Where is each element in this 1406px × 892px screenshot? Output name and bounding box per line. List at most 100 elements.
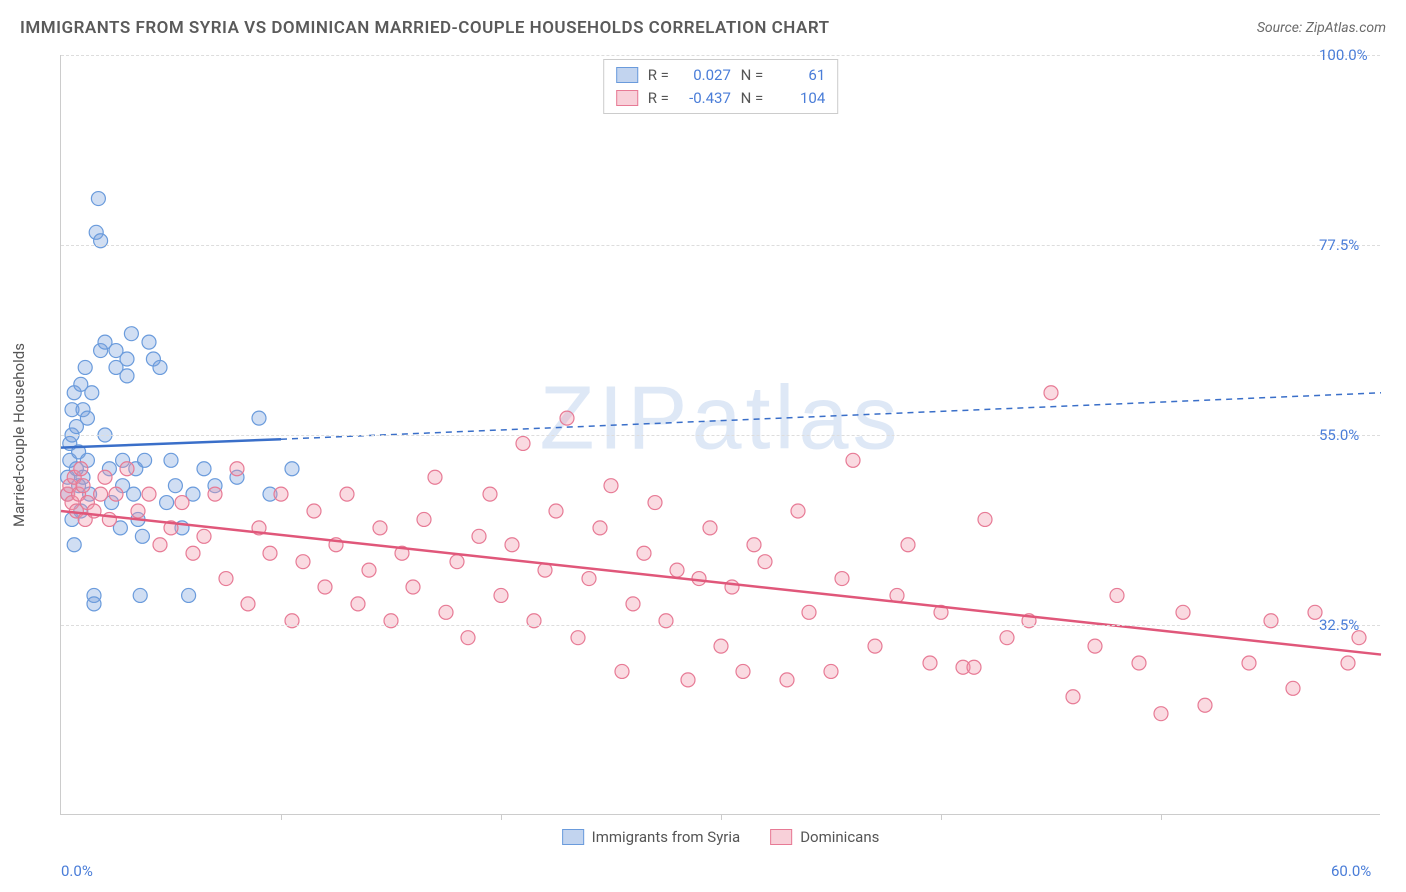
scatter-point xyxy=(340,487,354,501)
x-minor-tick xyxy=(281,814,282,820)
scatter-point xyxy=(703,521,717,535)
stat-n-value-1: 61 xyxy=(769,64,825,87)
stats-row-series-2: R = -0.437 N = 104 xyxy=(616,87,826,110)
scatter-point xyxy=(824,664,838,678)
scatter-point xyxy=(131,504,145,518)
scatter-point xyxy=(802,605,816,619)
x-minor-tick xyxy=(1161,814,1162,820)
scatter-point xyxy=(494,588,508,602)
scatter-point xyxy=(692,572,706,586)
scatter-point xyxy=(637,546,651,560)
scatter-point xyxy=(175,496,189,510)
scatter-point xyxy=(681,673,695,687)
scatter-point xyxy=(133,588,147,602)
scatter-point xyxy=(274,487,288,501)
stat-n-label: N = xyxy=(737,87,763,110)
scatter-point xyxy=(197,529,211,543)
grid-line-h xyxy=(61,625,1380,626)
scatter-point xyxy=(186,546,200,560)
legend-label-1: Immigrants from Syria xyxy=(592,828,741,846)
scatter-point xyxy=(780,673,794,687)
scatter-point xyxy=(406,580,420,594)
scatter-point xyxy=(461,631,475,645)
scatter-point xyxy=(483,487,497,501)
x-tick-label: 0.0% xyxy=(61,862,93,880)
scatter-point xyxy=(516,436,530,450)
scatter-point xyxy=(593,521,607,535)
scatter-point xyxy=(582,572,596,586)
scatter-point xyxy=(98,470,112,484)
scatter-point xyxy=(1341,656,1355,670)
regression-line-dashed xyxy=(281,393,1381,439)
stat-r-label: R = xyxy=(648,87,669,110)
stat-n-label: N = xyxy=(737,64,763,87)
scatter-point xyxy=(307,504,321,518)
scatter-point xyxy=(182,588,196,602)
grid-line-h xyxy=(61,245,1380,246)
scatter-point xyxy=(560,411,574,425)
scatter-point xyxy=(1000,631,1014,645)
scatter-point xyxy=(670,563,684,577)
scatter-point xyxy=(868,639,882,653)
x-tick-label: 60.0% xyxy=(1331,862,1371,880)
scatter-point xyxy=(1066,690,1080,704)
scatter-point xyxy=(1176,605,1190,619)
scatter-point xyxy=(168,479,182,493)
legend-item-2: Dominicans xyxy=(770,828,879,846)
scatter-point xyxy=(74,462,88,476)
scatter-point xyxy=(164,453,178,467)
scatter-point xyxy=(1242,656,1256,670)
swatch-series-2 xyxy=(616,90,638,106)
scatter-point xyxy=(1044,386,1058,400)
scatter-point xyxy=(1154,707,1168,721)
chart-title: IMMIGRANTS FROM SYRIA VS DOMINICAN MARRI… xyxy=(20,18,830,38)
bottom-legend: Immigrants from Syria Dominicans xyxy=(562,828,880,846)
scatter-point xyxy=(80,411,94,425)
scatter-point xyxy=(736,664,750,678)
scatter-point xyxy=(428,470,442,484)
scatter-point xyxy=(373,521,387,535)
scatter-point xyxy=(835,572,849,586)
scatter-point xyxy=(91,192,105,206)
scatter-point xyxy=(978,512,992,526)
scatter-point xyxy=(76,479,90,493)
scatter-point xyxy=(219,572,233,586)
scatter-point xyxy=(197,462,211,476)
scatter-point xyxy=(318,580,332,594)
scatter-point xyxy=(1110,588,1124,602)
scatter-point xyxy=(120,462,134,476)
legend-label-2: Dominicans xyxy=(800,828,879,846)
y-tick-label: 100.0% xyxy=(1319,46,1368,64)
stats-row-series-1: R = 0.027 N = 61 xyxy=(616,64,826,87)
scatter-point xyxy=(725,580,739,594)
scatter-point xyxy=(967,660,981,674)
scatter-point xyxy=(153,360,167,374)
stat-n-value-2: 104 xyxy=(769,87,825,110)
scatter-point xyxy=(160,496,174,510)
scatter-point xyxy=(747,538,761,552)
scatter-point xyxy=(142,487,156,501)
x-minor-tick xyxy=(941,814,942,820)
scatter-point xyxy=(296,555,310,569)
scatter-point xyxy=(439,605,453,619)
legend-swatch-2 xyxy=(770,829,792,845)
swatch-series-1 xyxy=(616,67,638,83)
scatter-point xyxy=(1088,639,1102,653)
scatter-point xyxy=(67,538,81,552)
scatter-point xyxy=(230,462,244,476)
scatter-point xyxy=(263,546,277,560)
regression-line xyxy=(61,511,1381,655)
scatter-point xyxy=(571,631,585,645)
scatter-point xyxy=(901,538,915,552)
stat-r-label: R = xyxy=(648,64,669,87)
scatter-point xyxy=(923,656,937,670)
scatter-point xyxy=(604,479,618,493)
scatter-point xyxy=(758,555,772,569)
legend-swatch-1 xyxy=(562,829,584,845)
y-tick-label: 55.0% xyxy=(1319,426,1359,444)
stats-box: R = 0.027 N = 61 R = -0.437 N = 104 xyxy=(603,59,839,114)
scatter-point xyxy=(135,529,149,543)
grid-line-h xyxy=(61,55,1380,56)
scatter-point xyxy=(120,369,134,383)
scatter-point xyxy=(142,335,156,349)
